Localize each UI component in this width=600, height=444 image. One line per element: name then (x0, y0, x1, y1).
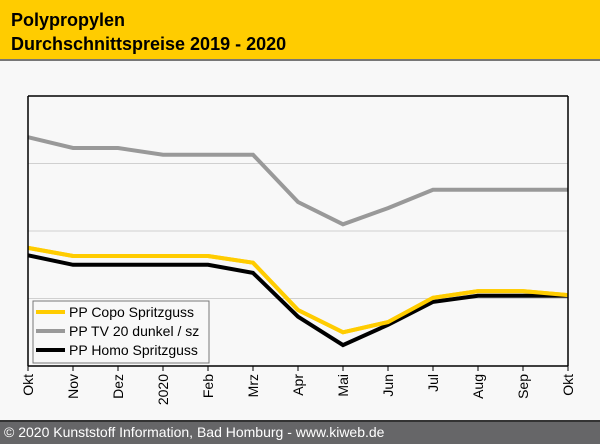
legend-label-2: PP Homo Spritzguss (69, 342, 198, 358)
legend-label-1: PP TV 20 dunkel / sz (69, 323, 199, 339)
x-tick-label: Feb (200, 374, 216, 398)
x-tick-label: 2020 (155, 374, 171, 405)
x-tick-label: Dez (110, 374, 126, 399)
x-tick-label: Aug (470, 374, 486, 399)
x-tick-label: Okt (20, 374, 36, 396)
chart-title: Polypropylen (11, 10, 126, 30)
x-tick-label: Sep (515, 374, 531, 399)
footer-bar: © 2020 Kunststoff Information, Bad Hombu… (0, 420, 600, 444)
copyright-text: © 2020 Kunststoff Information, Bad Hombu… (4, 424, 385, 440)
series-line-1 (27, 135, 568, 227)
header-bar: Polypropylen Durchschnittspreise 2019 - … (0, 0, 600, 61)
x-tick-label: Okt (560, 374, 576, 396)
series-line-2 (27, 253, 568, 348)
series-line-copo-overlay (27, 245, 569, 335)
x-tick-label: Jun (380, 374, 396, 397)
x-tick-label: Jul (425, 374, 441, 392)
x-tick-label: Mrz (245, 374, 261, 397)
chart-subtitle: Durchschnittspreise 2019 - 2020 (11, 34, 287, 54)
x-tick-label: Nov (65, 374, 81, 399)
legend-label-0: PP Copo Spritzguss (69, 304, 194, 320)
x-tick-label: Apr (290, 374, 306, 396)
x-tick-label: Mai (335, 374, 351, 397)
